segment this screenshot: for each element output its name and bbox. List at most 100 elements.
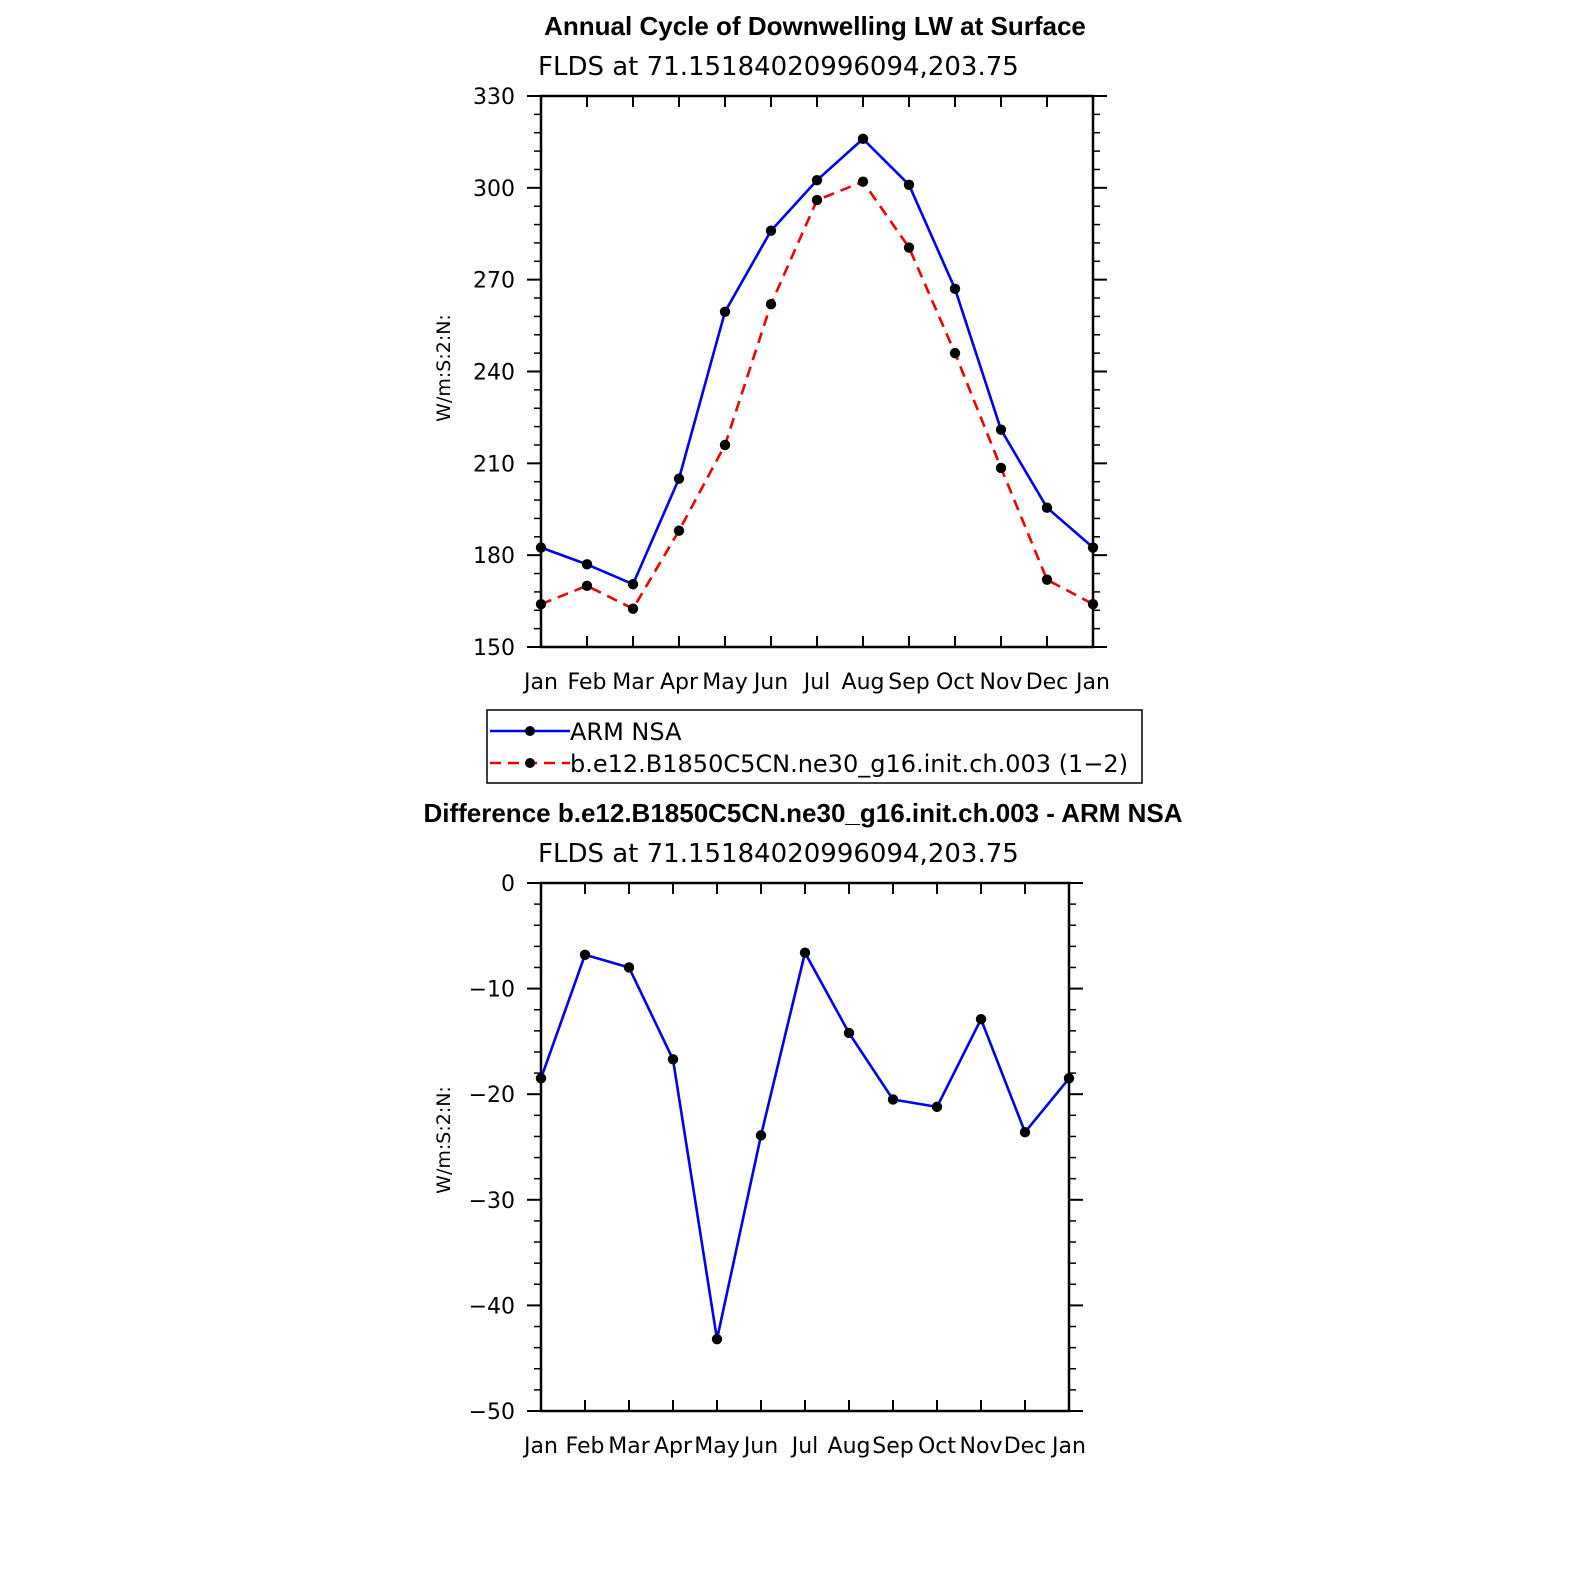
data-point (719, 439, 731, 451)
data-point (627, 579, 639, 590)
y-tick-label: 210 (473, 452, 515, 477)
y-tick-label: −30 (469, 1189, 515, 1214)
x-tick-label: Jan (522, 670, 558, 695)
x-tick-label: Apr (654, 1434, 693, 1459)
x-tick-label: Aug (828, 1434, 871, 1459)
data-point (579, 949, 591, 961)
y-tick-label: 150 (473, 636, 515, 661)
data-point (1087, 598, 1099, 610)
series-line-1 (540, 180, 1094, 611)
series-line-0 (540, 137, 1094, 586)
y-tick-label: −50 (469, 1400, 515, 1425)
y-axis-label: W/m:S:2:N: (433, 314, 455, 422)
x-tick-label: Mar (612, 670, 654, 695)
data-point (903, 179, 915, 190)
data-point (931, 1101, 943, 1113)
data-point (995, 424, 1007, 435)
x-tick-label: Jul (802, 670, 831, 695)
x-tick-label: Apr (660, 670, 699, 695)
y-axis-label: W/m:S:2:N: (433, 1086, 455, 1194)
data-point (623, 962, 635, 973)
data-point (887, 1094, 899, 1105)
x-tick-label: Oct (918, 1434, 956, 1459)
y-tick-label: 300 (473, 177, 515, 202)
data-point (811, 174, 823, 186)
data-point (581, 580, 593, 591)
annual-cycle-chart: Annual Cycle of Downwelling LW at Surfac… (433, 11, 1143, 784)
data-point (755, 1130, 767, 1141)
chart-title: Annual Cycle of Downwelling LW at Surfac… (544, 11, 1086, 41)
difference-chart: Difference b.e12.B1850C5CN.ne30_g16.init… (423, 798, 1182, 1459)
x-tick-label: Jan (1050, 1434, 1086, 1459)
data-point (975, 1014, 987, 1025)
x-tick-label: Feb (568, 670, 607, 695)
tick-layer: Jan Feb Mar Apr May Jun Jul Aug Sep Oct Nov Dec Jan−… (469, 872, 1086, 1459)
x-tick-label: Jan (1074, 670, 1110, 695)
x-tick-label: Dec (1026, 670, 1069, 695)
data-point (1041, 574, 1053, 585)
chart-subtitle: FLDS at 71.15184020996094,203.75 (538, 839, 1019, 869)
data-point (535, 542, 547, 553)
x-tick-label: Jul (790, 1434, 819, 1459)
data-point (673, 525, 685, 536)
legend-marker-model (525, 758, 535, 768)
legend-box (486, 709, 1143, 784)
chart-subtitle: FLDS at 71.15184020996094,203.75 (538, 52, 1019, 82)
data-point (765, 225, 777, 236)
data-point (857, 133, 869, 145)
data-point (535, 1073, 547, 1084)
data-point (581, 559, 593, 570)
y-tick-label: 270 (473, 269, 515, 294)
legend-label-model: b.e12.B1850C5CN.ne30_g16.init.ch.003 (1−… (570, 750, 1128, 778)
data-point (1087, 542, 1099, 553)
y-tick-label: −20 (469, 1083, 515, 1108)
data-point (949, 347, 961, 359)
y-tick-label: 0 (501, 872, 515, 897)
y-tick-label: 180 (473, 544, 515, 569)
x-tick-label: Nov (960, 1434, 1003, 1459)
data-point (1063, 1073, 1075, 1084)
x-tick-label: Oct (936, 670, 974, 695)
data-point (765, 298, 777, 310)
x-tick-label: Jan (522, 1434, 558, 1459)
x-tick-label: Jun (752, 670, 788, 695)
y-tick-label: 240 (473, 361, 515, 386)
series-layer (535, 133, 1099, 614)
y-tick-label: −40 (469, 1294, 515, 1319)
data-point (711, 1333, 723, 1345)
data-point (843, 1027, 855, 1039)
x-tick-label: Aug (842, 670, 885, 695)
data-point (811, 194, 823, 206)
y-tick-label: 330 (473, 85, 515, 110)
data-point (667, 1054, 679, 1065)
data-point (535, 598, 547, 610)
x-tick-label: Feb (566, 1434, 605, 1459)
data-point (949, 283, 961, 295)
x-tick-label: May (702, 670, 747, 695)
series-line-0 (539, 951, 1071, 1341)
x-tick-label: Jun (742, 1434, 778, 1459)
axes (539, 881, 1071, 1413)
data-point (903, 242, 915, 253)
data-point (1019, 1127, 1031, 1138)
series-layer (535, 947, 1075, 1345)
y-tick-label: −10 (469, 978, 515, 1003)
data-point (1041, 502, 1053, 513)
x-tick-label: Sep (872, 1434, 913, 1459)
data-point (719, 306, 731, 318)
data-point (857, 176, 869, 187)
x-tick-label: Dec (1004, 1434, 1047, 1459)
plot-frame (539, 881, 1071, 1413)
x-tick-label: May (694, 1434, 739, 1459)
tick-layer: Jan Feb Mar Apr May Jun Jul Aug Sep Oct Nov Dec Jan1… (473, 85, 1110, 695)
legend-label-arm: ARM NSA (570, 718, 682, 746)
data-point (995, 462, 1007, 474)
data-point (673, 473, 685, 484)
chart-title: Difference b.e12.B1850C5CN.ne30_g16.init… (423, 798, 1182, 828)
legend-marker-arm (525, 726, 535, 736)
x-tick-label: Nov (980, 670, 1023, 695)
x-tick-label: Sep (888, 670, 929, 695)
x-tick-label: Mar (608, 1434, 650, 1459)
data-point (627, 603, 639, 614)
